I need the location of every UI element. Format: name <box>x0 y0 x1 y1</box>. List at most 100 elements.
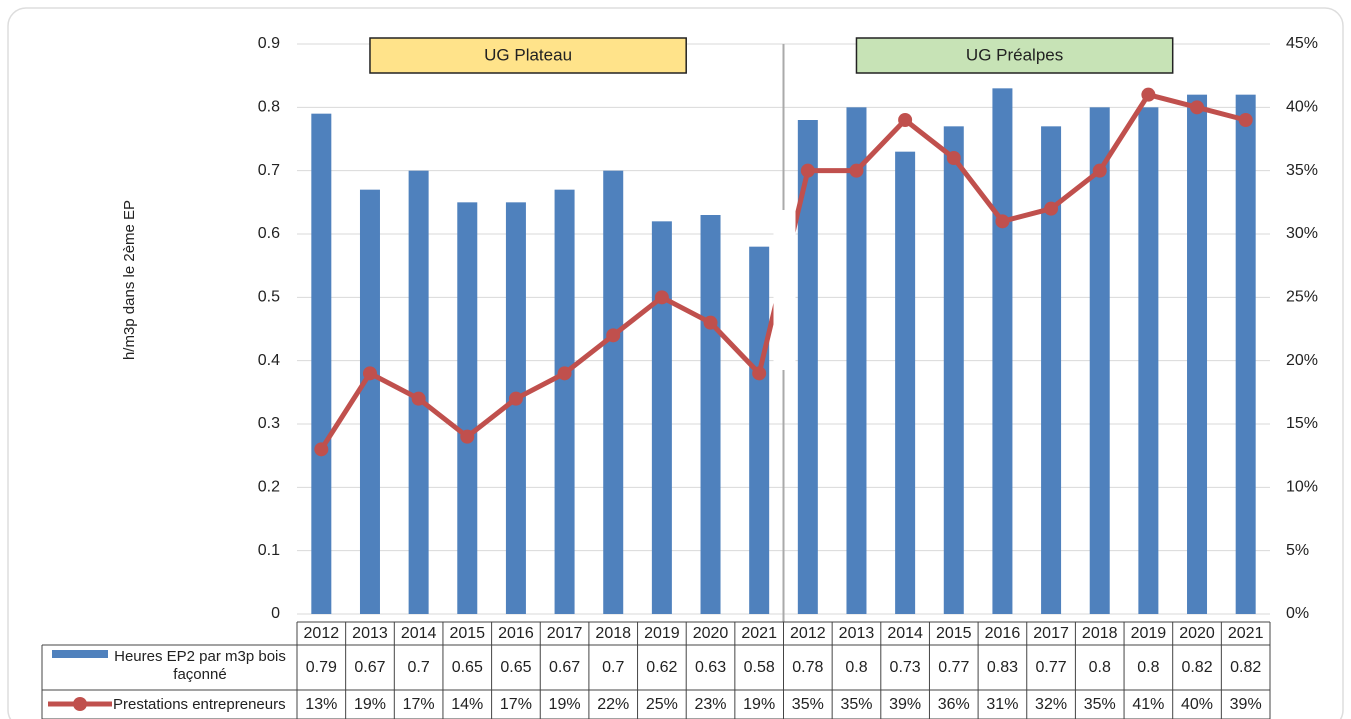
table-value: 35% <box>1084 696 1116 713</box>
line-marker <box>654 290 669 305</box>
table-value: 0.8 <box>845 659 867 676</box>
group-box <box>855 37 1174 74</box>
table-value: 0.65 <box>452 659 483 676</box>
table-value: 31% <box>986 696 1018 713</box>
table-value: 22% <box>597 696 629 713</box>
table-value: 0.7 <box>408 659 430 676</box>
table-value: 35% <box>840 696 872 713</box>
x-tick-label: 2014 <box>887 625 923 642</box>
y-tick-label: 0.4 <box>258 352 280 369</box>
line-marker <box>460 429 475 444</box>
table-value: 0.7 <box>602 659 624 676</box>
bar <box>1138 107 1159 614</box>
x-tick-label: 2012 <box>304 625 340 642</box>
y2-tick-label: 5% <box>1286 542 1309 559</box>
line-marker <box>1141 87 1156 102</box>
table-value: 0.79 <box>306 659 337 676</box>
table-value: 0.58 <box>744 659 775 676</box>
y-tick-label: 0.8 <box>258 99 280 116</box>
x-tick-label: 2018 <box>1082 625 1118 642</box>
y2-tick-label: 10% <box>1286 479 1318 496</box>
y-tick-label: 0.9 <box>258 35 280 52</box>
bar <box>1187 94 1208 614</box>
x-tick-label: 2015 <box>449 625 485 642</box>
x-tick-label: 2013 <box>352 625 388 642</box>
table-value: 0.78 <box>792 659 823 676</box>
y2-tick-label: 15% <box>1286 415 1318 432</box>
table-value: 32% <box>1035 696 1067 713</box>
y2-tick-label: 45% <box>1286 35 1318 52</box>
group-label: UG Préalpes <box>966 45 1063 64</box>
table-value: 0.62 <box>646 659 677 676</box>
table-value: 23% <box>695 696 727 713</box>
bar <box>457 202 478 615</box>
bar <box>359 189 380 614</box>
table-value: 0.8 <box>1137 659 1159 676</box>
table-value: 0.83 <box>987 659 1018 676</box>
table-value: 0.67 <box>549 659 580 676</box>
line-marker <box>995 214 1010 229</box>
x-tick-label: 2020 <box>693 625 729 642</box>
table-value: 0.63 <box>695 659 726 676</box>
line-marker <box>703 315 718 330</box>
table-value: 0.77 <box>938 659 969 676</box>
bar <box>603 170 624 614</box>
x-tick-label: 2019 <box>644 625 680 642</box>
line-marker <box>1190 100 1205 115</box>
table-value: 14% <box>451 696 483 713</box>
x-tick-label: 2017 <box>1033 625 1069 642</box>
line-marker <box>508 391 523 406</box>
table-value: 13% <box>305 696 337 713</box>
table-value: 40% <box>1181 696 1213 713</box>
table-value: 17% <box>403 696 435 713</box>
y2-tick-label: 40% <box>1286 99 1318 116</box>
x-tick-label: 2012 <box>790 625 826 642</box>
line-marker <box>800 163 815 178</box>
x-tick-label: 2016 <box>498 625 534 642</box>
y2-tick-label: 0% <box>1286 605 1309 622</box>
table-value: 41% <box>1132 696 1164 713</box>
bar <box>846 107 867 614</box>
table-value: 19% <box>549 696 581 713</box>
group-box <box>369 37 687 74</box>
line-marker <box>1044 201 1059 216</box>
bar <box>311 113 332 615</box>
x-tick-label: 2019 <box>1131 625 1167 642</box>
x-tick-label: 2016 <box>985 625 1021 642</box>
x-tick-label: 2015 <box>936 625 972 642</box>
y-tick-label: 0.2 <box>258 479 280 496</box>
y2-tick-label: 20% <box>1286 352 1318 369</box>
y2-tick-label: 30% <box>1286 225 1318 242</box>
table-value: 35% <box>792 696 824 713</box>
legend-label: Prestations entrepreneurs <box>113 696 286 713</box>
group-label: UG Plateau <box>484 45 572 64</box>
table-value: 39% <box>1230 696 1262 713</box>
table-value: 39% <box>889 696 921 713</box>
table-value: 19% <box>354 696 386 713</box>
bar <box>797 120 818 614</box>
line-marker <box>1092 163 1107 178</box>
line-marker <box>362 366 377 381</box>
table-value: 0.73 <box>890 659 921 676</box>
table-value: 0.82 <box>1181 659 1212 676</box>
table-value: 0.67 <box>354 659 385 676</box>
table-value: 0.8 <box>1089 659 1111 676</box>
bar <box>749 246 770 614</box>
table-value: 17% <box>500 696 532 713</box>
line-marker <box>898 113 913 127</box>
legend-label: Heures EP2 par m3p bois façonné <box>114 648 286 683</box>
y2-tick-label: 35% <box>1286 162 1318 179</box>
line-marker <box>606 328 621 343</box>
bar <box>651 221 672 615</box>
y-tick-label: 0.3 <box>258 415 280 432</box>
x-tick-label: 2018 <box>595 625 631 642</box>
x-tick-label: 2014 <box>401 625 437 642</box>
bar <box>554 189 575 614</box>
bar <box>1089 107 1110 614</box>
bar <box>943 126 964 614</box>
line-marker <box>946 151 961 165</box>
table-value: 0.82 <box>1230 659 1261 676</box>
x-tick-label: 2021 <box>1228 625 1264 642</box>
legend-swatch <box>52 650 108 658</box>
